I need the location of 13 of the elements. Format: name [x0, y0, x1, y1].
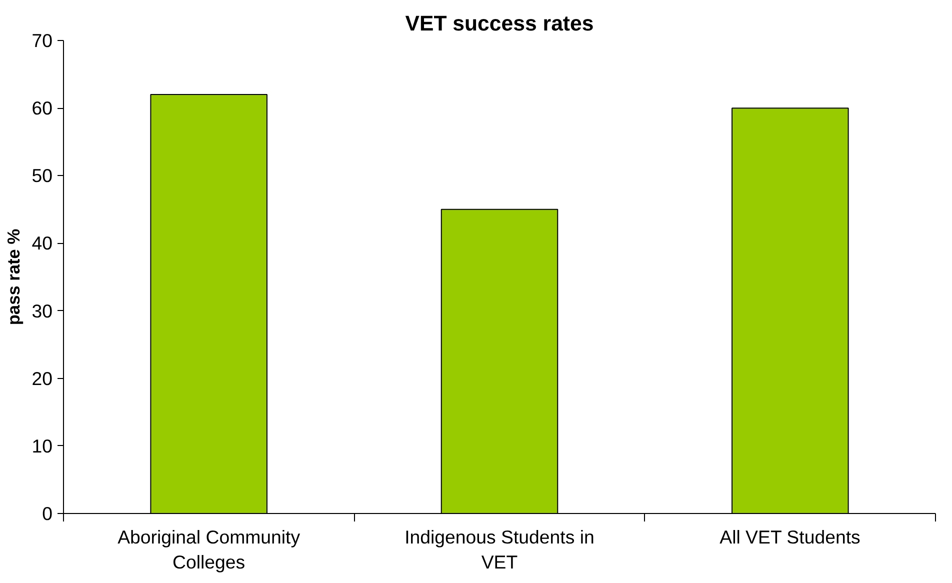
y-tick-label: 20	[32, 368, 53, 389]
y-tick-label: 10	[32, 435, 53, 456]
y-axis-title: pass rate %	[4, 228, 24, 326]
y-tick-label: 30	[32, 300, 53, 322]
y-tick-label: 40	[32, 232, 53, 254]
x-tick-label: All VET Students	[720, 526, 860, 548]
y-tick-label: 60	[32, 98, 53, 119]
chart-title: VET success rates	[405, 12, 594, 36]
y-tick-label: 0	[42, 503, 53, 524]
x-tick-label: Indigenous Students in VET	[404, 526, 594, 573]
x-tick-label: Aboriginal Community Colleges	[118, 526, 301, 573]
y-tick-label: 50	[32, 165, 53, 186]
y-tick-label: 70	[32, 30, 53, 51]
